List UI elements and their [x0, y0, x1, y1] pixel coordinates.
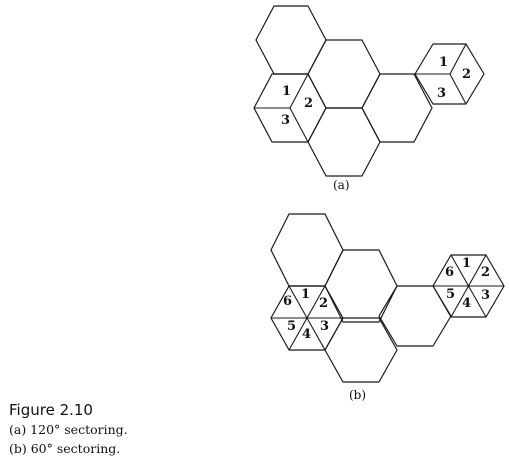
sector-label: 5 [287, 319, 296, 334]
caption-line-a: (a) 120° sectoring. [9, 422, 128, 437]
sector-label: 2 [319, 296, 328, 311]
cell-hex [255, 5, 327, 75]
sector-label: 2 [304, 96, 313, 111]
sector-label: 1 [282, 84, 291, 99]
sector-label: 3 [437, 86, 446, 101]
diagram-a: 1 2 3 1 2 3 (a) [253, 5, 485, 192]
sector-label: 6 [445, 265, 454, 280]
cell-hex [324, 249, 398, 323]
sector-label: 4 [302, 327, 311, 342]
sector-line [449, 73, 467, 105]
sector-label: 2 [462, 67, 471, 82]
sector-line [449, 43, 467, 75]
sector-label: 4 [462, 296, 471, 311]
sector-label: 3 [320, 319, 329, 334]
cell-hex [361, 73, 433, 143]
sector-label: 2 [481, 265, 490, 280]
diagram-b-label: (b) [349, 388, 366, 402]
figure-caption: Figure 2.10 (a) 120° sectoring. (b) 60° … [9, 400, 128, 458]
cell-hex [307, 107, 381, 177]
diagram-b: 1 2 3 4 5 6 1 2 3 4 5 6 (b) [270, 213, 505, 402]
sector-label: 3 [481, 288, 490, 303]
sector-label: 6 [283, 294, 292, 309]
sector-label: 1 [462, 256, 471, 271]
figure-title: Figure 2.10 [9, 401, 93, 419]
cell-hex [307, 39, 381, 109]
caption-line-b: (b) 60° sectoring. [9, 441, 121, 456]
sector-label: 1 [301, 287, 310, 302]
diagram-a-label: (a) [333, 178, 350, 192]
sector-label: 5 [446, 287, 455, 302]
sector-label: 3 [281, 113, 290, 128]
sector-line [289, 107, 309, 143]
cell-hex [270, 213, 344, 287]
sector-label: 1 [439, 55, 448, 70]
sector-line [289, 73, 309, 109]
